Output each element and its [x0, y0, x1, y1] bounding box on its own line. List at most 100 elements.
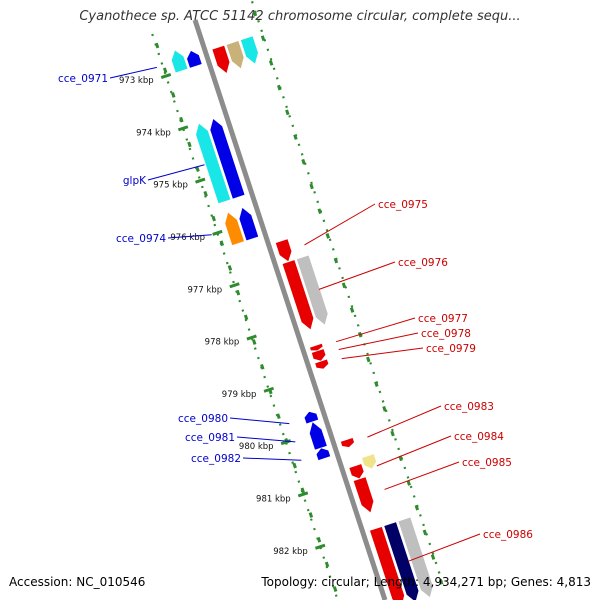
track-dash [154, 42, 160, 49]
tick-mark [212, 229, 223, 236]
right-gene-arrow [348, 463, 365, 480]
left-gene-label: glpK [123, 175, 147, 187]
left-gene-label: cce_0974 [116, 233, 166, 245]
right-gene-arrow [309, 343, 324, 352]
track-dash [316, 536, 322, 543]
right-gene-label: cce_0984 [454, 431, 504, 443]
track-dash [195, 166, 200, 172]
gene-labels: cce_0971 glpK cce_0974 cce_0980 cce_0981 cce_… [58, 73, 533, 541]
tick-mark [246, 334, 257, 341]
track-dash [382, 405, 387, 412]
left-gene-label: cce_0980 [178, 413, 228, 425]
right-gene-arrow [240, 35, 259, 65]
left-leader-line [147, 164, 205, 181]
tick-label: 976 kbp [170, 233, 205, 243]
tick-label: 975 kbp [153, 181, 188, 191]
left-leader-line [167, 234, 212, 239]
right-gene-arrow [383, 521, 420, 600]
right-track-dotted-line [250, 0, 444, 582]
track-dash [422, 529, 428, 536]
right-gene-arrow [296, 254, 329, 326]
right-gene-label: cce_0976 [398, 257, 448, 269]
right-leader-line [318, 261, 396, 290]
track-dash [332, 586, 338, 592]
left-gene-arrow [224, 211, 245, 246]
tick-label: 982 kbp [273, 547, 308, 557]
track-dash [406, 480, 411, 486]
left-gene-label: cce_0971 [58, 73, 108, 85]
track-dash [308, 512, 314, 518]
track-dash [374, 381, 379, 387]
tick-mark [177, 125, 189, 132]
left-gene-arrow [209, 117, 246, 200]
right-gene-arrow [225, 40, 245, 70]
tick-label: 974 kbp [136, 128, 171, 138]
right-gene-arrow [397, 516, 434, 599]
left-gene-label: cce_0982 [191, 453, 241, 465]
left-leader-line [236, 436, 296, 443]
track-dash [430, 554, 436, 560]
map-title: Cyanothece sp. ATCC 51142 chromosome cir… [79, 9, 521, 24]
left-gene-arrow [195, 122, 232, 204]
tick-label: 980 kbp [239, 442, 274, 452]
right-gene-arrow [361, 453, 377, 470]
tick-mark [160, 73, 172, 79]
right-gene-label: cce_0986 [483, 529, 533, 541]
track-dash [277, 84, 282, 91]
track-dash [252, 10, 258, 17]
track-dash [203, 190, 208, 197]
left-gene-arrow [171, 49, 189, 74]
left-gene-arrow [186, 50, 203, 69]
track-dash [171, 92, 176, 98]
track-dash [293, 134, 298, 140]
track-dash [227, 265, 233, 271]
track-dash [438, 578, 444, 585]
chromosome-axis-line [192, 19, 388, 600]
tick-label: 978 kbp [205, 338, 240, 348]
track-dash [325, 233, 331, 239]
track-dash [292, 462, 297, 469]
tick-label: 977 kbp [188, 285, 223, 295]
left-gene-arrow [315, 447, 331, 461]
topology-text: Topology: circular; Length: 4,934,271 bp… [261, 575, 591, 589]
right-leader-line [384, 461, 460, 490]
tick-label: 973 kbp [119, 76, 154, 86]
track-dash [162, 67, 168, 74]
left-gene-label: cce_0981 [185, 432, 235, 444]
right-leader-line [341, 347, 424, 360]
right-gene-arrow [369, 526, 405, 600]
left-leader-line [242, 457, 302, 461]
right-gene-arrow [352, 476, 375, 514]
right-gene-arrow [281, 259, 315, 331]
track-dash [390, 430, 395, 437]
gene-features [171, 35, 434, 600]
tick-mark [297, 491, 309, 498]
tick-mark [229, 282, 240, 289]
label-leader-lines [109, 66, 481, 562]
tick-mark [195, 177, 206, 184]
track-dash [276, 413, 281, 420]
track-dash [300, 487, 305, 494]
right-gene-label: cce_0977 [418, 313, 468, 325]
right-leader-line [336, 317, 416, 343]
right-gene-label: cce_0975 [378, 199, 428, 211]
track-dash [309, 183, 314, 190]
right-gene-arrow [311, 348, 327, 362]
track-dash [219, 240, 225, 247]
track-dash [179, 116, 184, 123]
track-dash [301, 158, 306, 165]
track-dash [187, 141, 192, 148]
tick-mark [314, 543, 326, 550]
track-dash [366, 356, 371, 363]
left-gene-arrow [309, 421, 328, 451]
right-leader-line [407, 533, 481, 562]
track-dash [243, 314, 249, 321]
tick-label: 979 kbp [222, 390, 257, 400]
track-dash [341, 282, 347, 289]
right-leader-line [376, 435, 452, 467]
left-gene-arrow [238, 206, 259, 242]
tick-label: 981 kbp [256, 494, 291, 504]
accession-text: Accession: NC_010546 [9, 575, 146, 589]
left-gene-arrow [303, 411, 319, 425]
